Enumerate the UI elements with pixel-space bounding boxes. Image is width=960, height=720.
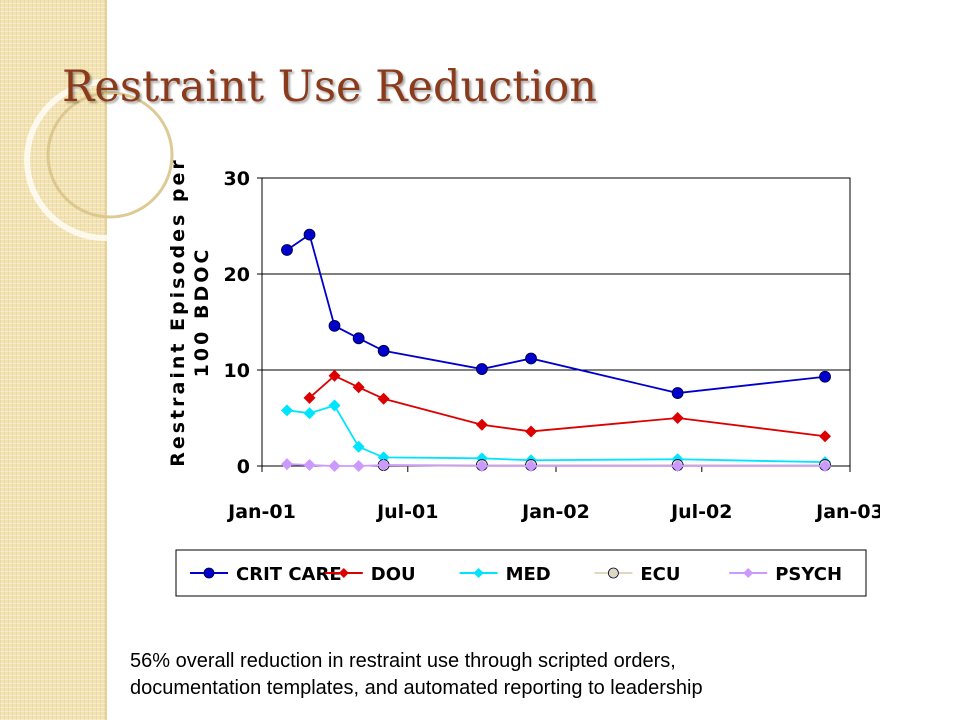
data-point-psych bbox=[303, 459, 316, 472]
legend-swatch-marker-crit_care bbox=[203, 567, 215, 579]
x-tick-label: Jan-03 bbox=[814, 501, 880, 523]
data-point-crit_care bbox=[819, 370, 831, 383]
data-point-dou bbox=[819, 430, 832, 443]
data-point-med bbox=[303, 407, 316, 420]
data-point-psych bbox=[280, 458, 293, 471]
x-tick-label: Jan-01 bbox=[226, 501, 296, 523]
legend-label-ecu: ECU bbox=[640, 564, 680, 585]
data-point-dou bbox=[525, 425, 538, 438]
caption-line-1: 56% overall reduction in restraint use t… bbox=[130, 650, 676, 672]
plot-area bbox=[261, 177, 851, 467]
data-point-crit_care bbox=[352, 332, 365, 345]
data-point-crit_care bbox=[475, 363, 488, 375]
data-point-med bbox=[280, 404, 293, 417]
y-axis-label-line: Restraint Episodes per bbox=[167, 160, 189, 467]
data-point-psych bbox=[377, 459, 390, 472]
legend-label-psych: PSYCH bbox=[775, 564, 842, 585]
data-point-dou bbox=[671, 412, 684, 424]
legend-label-dou: DOU bbox=[371, 564, 416, 585]
legend-swatch-marker-psych bbox=[743, 568, 754, 578]
x-tick-label: Jul-01 bbox=[375, 501, 438, 523]
data-point-dou bbox=[475, 418, 488, 431]
data-point-psych bbox=[819, 460, 832, 472]
data-point-psych bbox=[525, 460, 538, 472]
data-point-psych bbox=[352, 460, 365, 472]
restraint-line-chart: 0 10 20 30 Jan-01 Jul-01 Jan-02 Jul-02 Jan-03 Res… bbox=[167, 160, 880, 597]
y-tick-label: 10 bbox=[224, 360, 250, 382]
legend-swatch-marker-ecu bbox=[607, 567, 619, 579]
data-point-crit_care bbox=[525, 352, 537, 365]
x-tick-label: Jan-02 bbox=[520, 501, 590, 523]
legend-swatch-marker-med bbox=[473, 568, 484, 578]
summary-caption: 56% overall reduction in restraint use t… bbox=[130, 648, 930, 702]
y-axis-label: Restraint Episodes per 100 BDOC bbox=[167, 160, 213, 467]
data-point-dou bbox=[352, 381, 365, 394]
y-tick-label: 0 bbox=[237, 456, 250, 478]
legend-label-med: MED bbox=[506, 564, 551, 585]
side-band-edge bbox=[105, 0, 107, 720]
y-tick-label: 30 bbox=[224, 168, 250, 190]
y-axis-label-line: 100 BDOC bbox=[191, 247, 213, 378]
page-title: Restraint Use Reduction bbox=[62, 62, 597, 112]
data-point-psych bbox=[328, 460, 341, 472]
data-point-psych bbox=[475, 460, 488, 472]
y-tick-label: 20 bbox=[224, 264, 250, 286]
legend-label-crit_care: CRIT CARE bbox=[236, 564, 342, 585]
data-point-med bbox=[328, 399, 341, 412]
data-point-crit_care bbox=[377, 344, 390, 357]
legend-swatch-marker-dou bbox=[338, 568, 349, 578]
data-point-med bbox=[352, 440, 365, 453]
data-point-psych bbox=[671, 460, 684, 472]
data-point-dou bbox=[377, 392, 390, 405]
data-point-crit_care bbox=[671, 387, 684, 399]
data-point-dou bbox=[303, 391, 316, 404]
data-point-crit_care bbox=[328, 319, 341, 332]
data-point-dou bbox=[328, 369, 341, 382]
data-point-crit_care bbox=[281, 244, 293, 256]
caption-line-2: documentation templates, and automated r… bbox=[130, 677, 703, 699]
x-tick-label: Jul-02 bbox=[669, 501, 732, 523]
data-point-crit_care bbox=[303, 228, 316, 241]
